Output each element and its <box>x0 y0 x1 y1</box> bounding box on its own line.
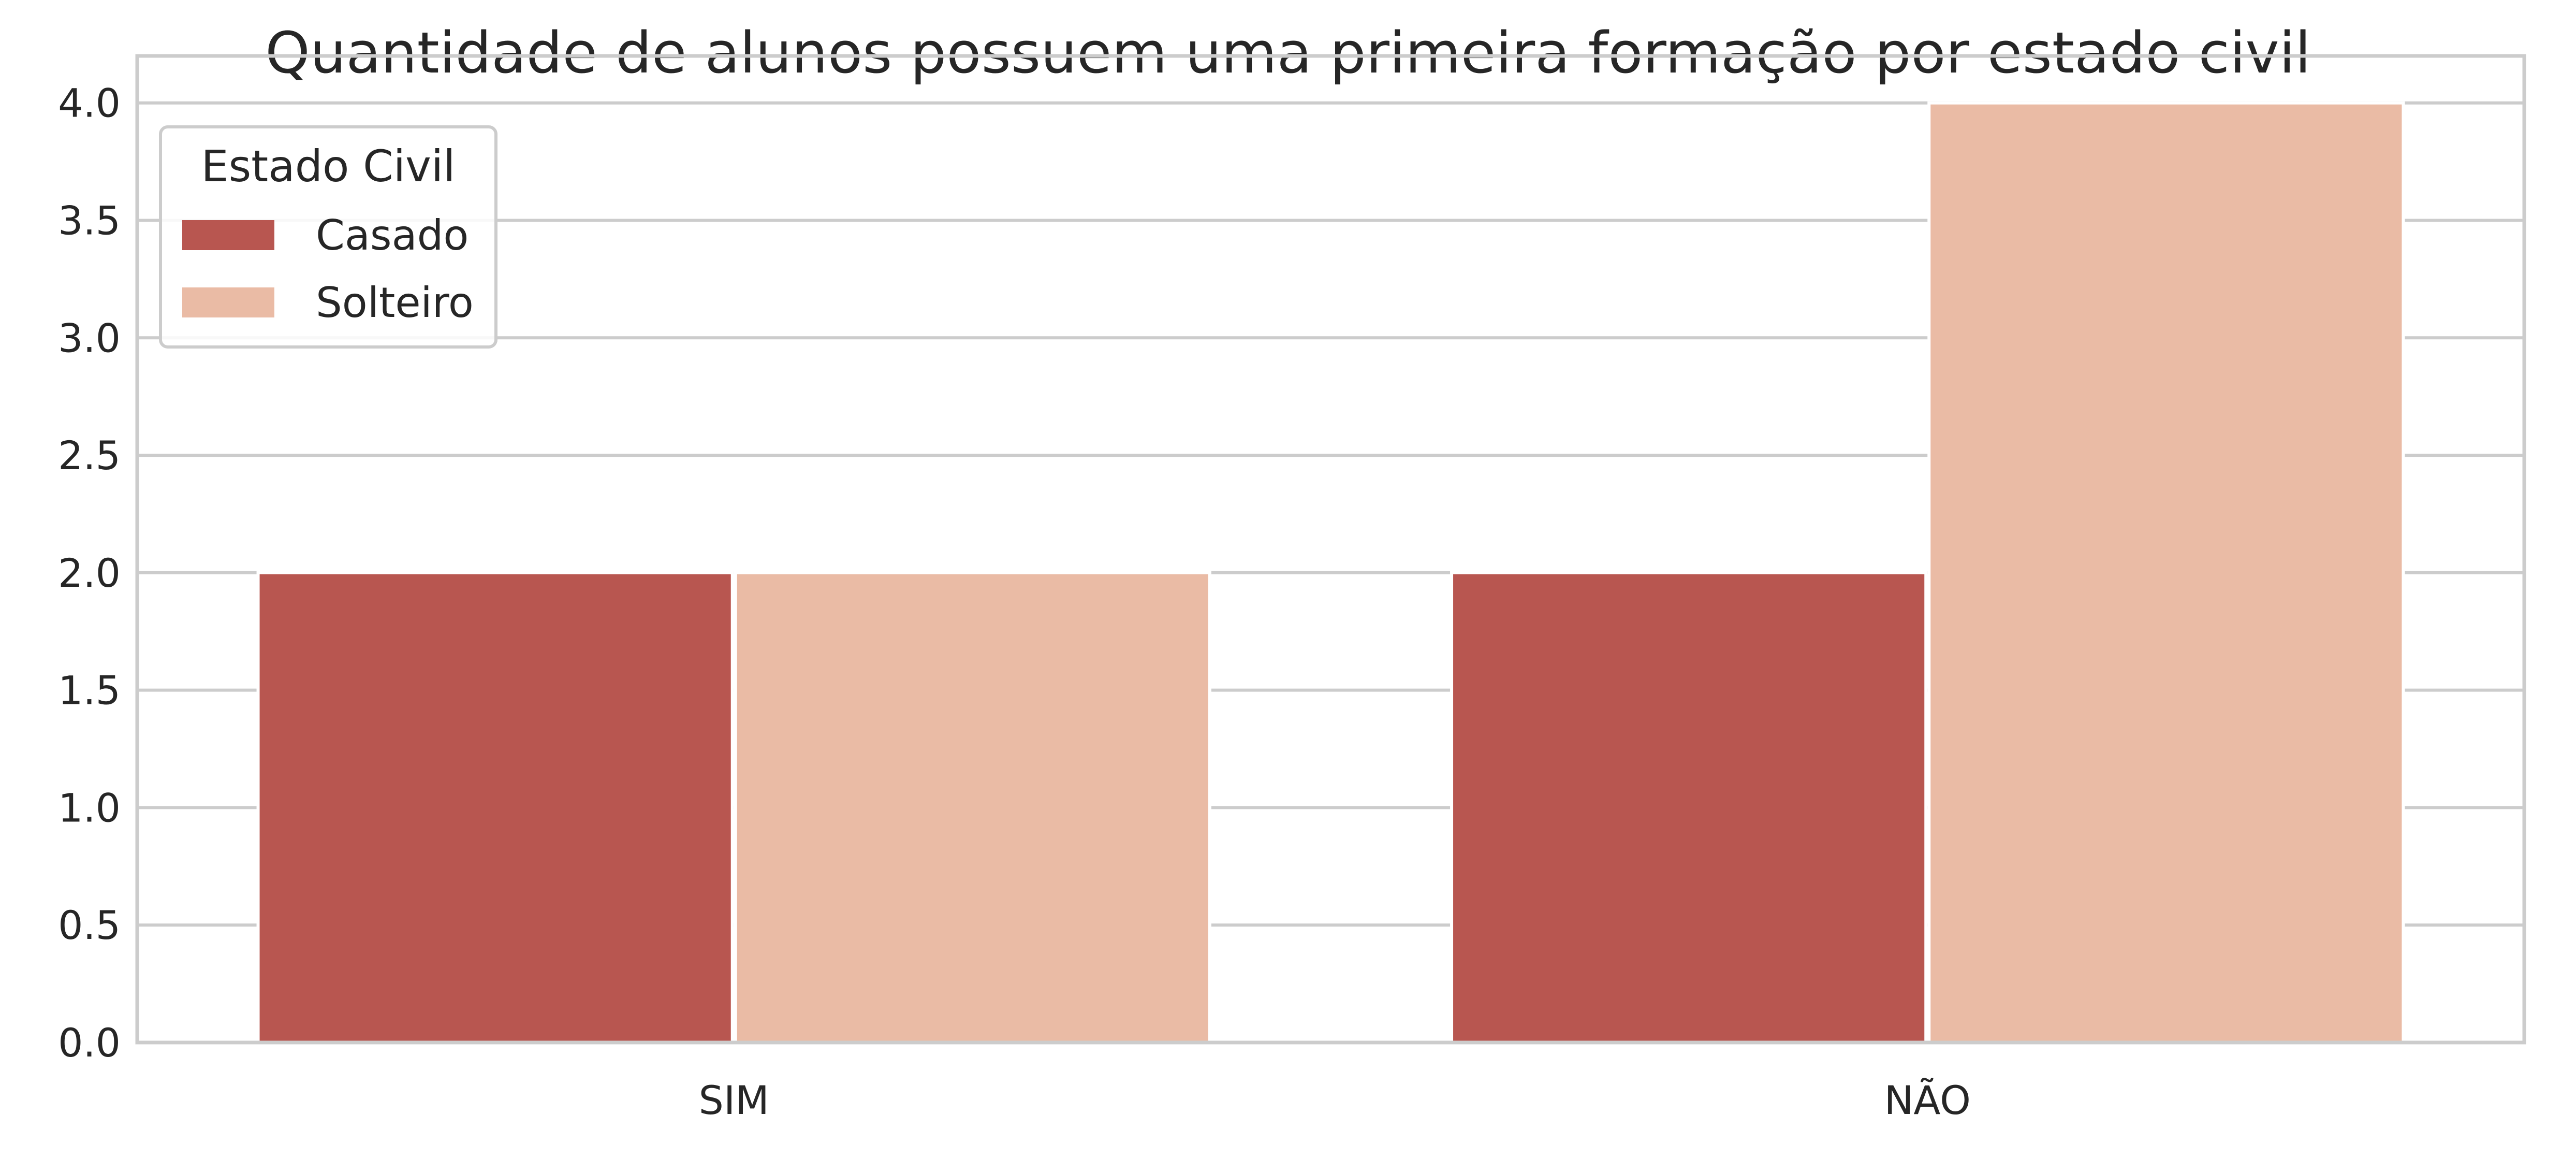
bar-solteiro-sim <box>734 571 1211 1045</box>
y-tick-label: 3.0 <box>58 315 121 361</box>
y-tick-label: 0.5 <box>58 902 121 948</box>
legend-swatch-casado <box>182 220 274 250</box>
bar-solteiro-não <box>1927 101 2405 1045</box>
bars <box>256 101 2405 1045</box>
chart-title: Quantidade de alunos possuem uma primeir… <box>265 20 2311 86</box>
plot-frame <box>135 54 2526 1045</box>
legend-label-casado: Casado <box>316 211 469 259</box>
y-tick-label: 2.5 <box>58 432 121 479</box>
x-axis-ticks: SIM NÃO <box>699 1077 1971 1123</box>
y-tick-label: 1.0 <box>58 785 121 831</box>
legend-label-solteiro: Solteiro <box>316 279 474 327</box>
legend: Estado Civil Casado Solteiro <box>159 125 497 349</box>
x-tick-label: NÃO <box>1884 1077 1971 1123</box>
bar-casado-sim <box>256 571 734 1045</box>
legend-swatch-solteiro <box>182 287 274 317</box>
y-tick-label: 1.5 <box>58 668 121 714</box>
y-tick-label: 3.5 <box>58 198 121 244</box>
legend-title: Estado Civil <box>201 141 455 192</box>
y-tick-label: 2.0 <box>58 550 121 596</box>
y-tick-label: 0.0 <box>58 1020 121 1066</box>
y-tick-label: 4.0 <box>58 80 121 126</box>
x-tick-label: SIM <box>699 1077 769 1123</box>
legend-items: Casado Solteiro <box>182 211 474 327</box>
y-axis-ticks: 0.0 0.5 1.0 1.5 2.0 2.5 3.0 3.5 4.0 <box>58 80 121 1066</box>
bar-casado-não <box>1450 571 1928 1045</box>
